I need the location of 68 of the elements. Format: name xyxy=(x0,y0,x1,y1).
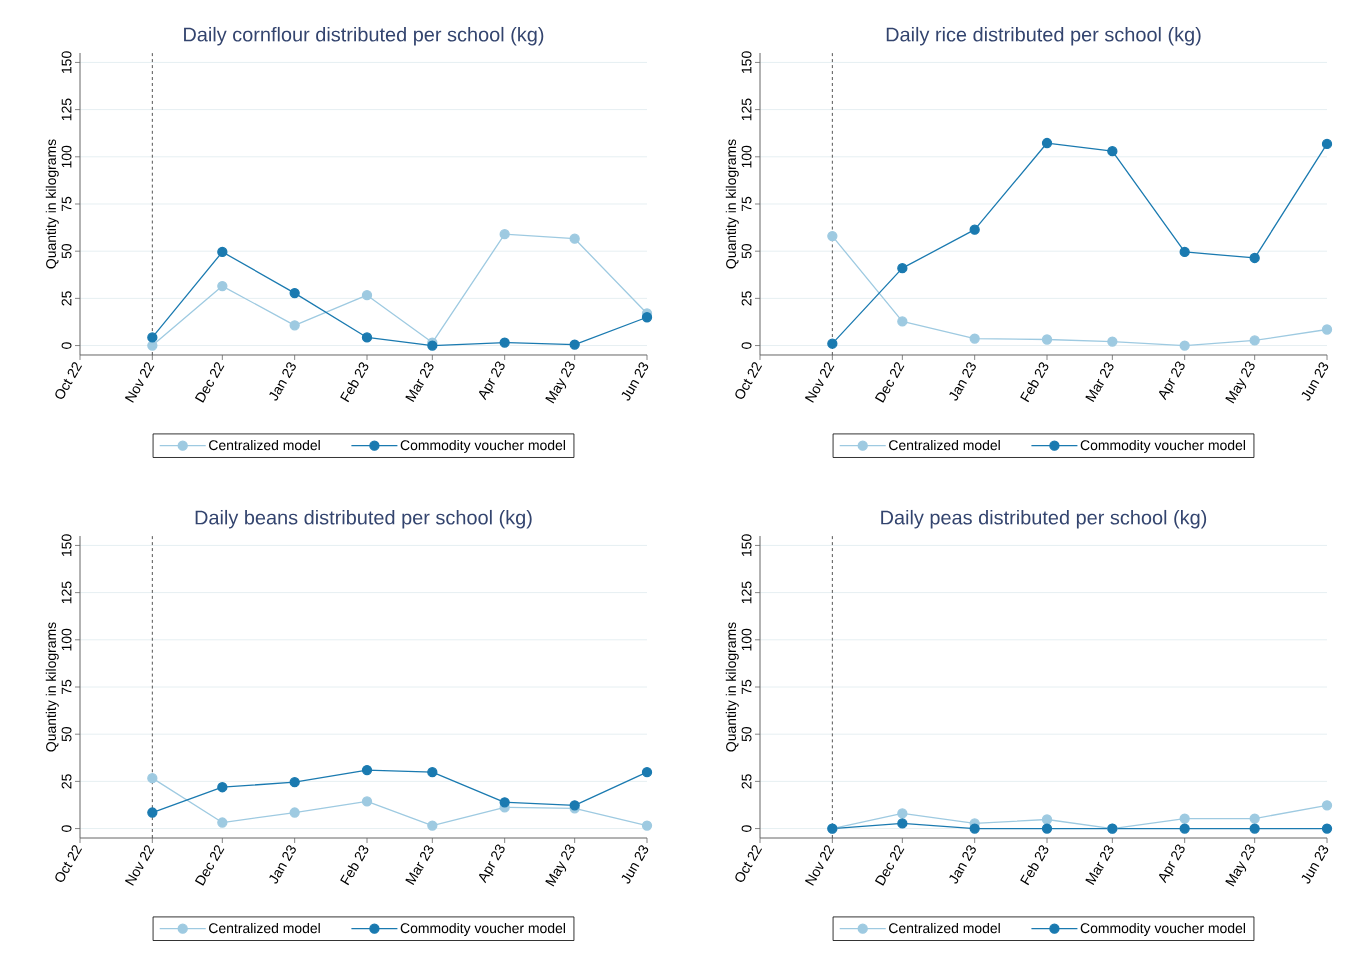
x-tick-label: Mar 23 xyxy=(1085,362,1114,403)
y-tick-label: 125 xyxy=(61,98,72,121)
y-tick-label: 25 xyxy=(61,291,72,306)
y-tick-label: 25 xyxy=(741,774,752,789)
y-tick-label: 100 xyxy=(741,628,752,651)
x-tick-label: Jan 23 xyxy=(269,362,296,401)
y-tick-label: 75 xyxy=(741,679,752,695)
x-tick-label: Jun 23 xyxy=(621,362,649,401)
y-tick-label: 0 xyxy=(61,825,72,832)
legend-label: Commodity voucher model xyxy=(400,439,565,453)
y-axis-title: Quantity in kilograms xyxy=(725,622,739,752)
y-tick-label: 25 xyxy=(741,291,752,306)
y-tick-label: 75 xyxy=(61,679,72,695)
x-tick-label: Apr 23 xyxy=(478,361,505,401)
legend-label: Centralized model xyxy=(889,439,1000,451)
x-tick-label: Apr 23 xyxy=(1158,844,1185,884)
y-tick-label: 0 xyxy=(741,825,752,832)
y-tick-label: 0 xyxy=(741,342,752,349)
y-axis-title: Quantity in kilograms xyxy=(45,139,59,269)
x-tick-label: Feb 23 xyxy=(1020,362,1049,403)
y-tick-label: 125 xyxy=(741,98,752,121)
x-tick-label: Feb 23 xyxy=(340,845,369,886)
y-tick-label: 0 xyxy=(61,342,72,349)
chart-title: Daily cornflour distributed per school (kg) xyxy=(184,26,544,46)
y-axis-title: Quantity in kilograms xyxy=(45,622,59,752)
chart-title: Daily beans distributed per school (kg) xyxy=(195,509,532,529)
y-tick-label: 25 xyxy=(61,774,72,789)
x-tick-label: Jun 23 xyxy=(1301,362,1329,401)
legend-label: Commodity voucher model xyxy=(400,922,565,936)
x-tick-label: Mar 23 xyxy=(1085,845,1114,886)
x-tick-label: Apr 23 xyxy=(1158,361,1185,401)
x-tick-label: Mar 23 xyxy=(405,845,434,886)
x-tick-label: Jun 23 xyxy=(621,845,649,884)
y-tick-label: 50 xyxy=(741,726,752,742)
x-tick-label: Mar 23 xyxy=(405,362,434,403)
x-tick-label: Feb 23 xyxy=(1020,845,1049,886)
y-tick-label: 150 xyxy=(61,534,72,557)
y-tick-label: 125 xyxy=(61,581,72,604)
x-tick-label: Jan 23 xyxy=(949,845,976,884)
x-tick-label: Oct 22 xyxy=(55,845,83,882)
y-tick-label: 125 xyxy=(741,581,752,604)
x-tick-label: Apr 23 xyxy=(478,844,505,884)
chart-title: Daily peas distributed per school (kg) xyxy=(881,509,1207,529)
legend-label: Centralized model xyxy=(889,922,1000,934)
x-tick-label: Oct 22 xyxy=(735,845,763,882)
y-tick-label: 150 xyxy=(741,534,752,557)
y-tick-label: 50 xyxy=(61,243,72,259)
legend-label: Commodity voucher model xyxy=(1080,922,1245,936)
y-tick-label: 150 xyxy=(61,51,72,73)
y-tick-label: 75 xyxy=(61,196,72,212)
x-tick-label: Feb 23 xyxy=(340,362,369,403)
x-tick-label: Jan 23 xyxy=(949,362,976,401)
y-tick-label: 100 xyxy=(61,145,72,168)
y-tick-label: 150 xyxy=(741,51,752,73)
legend-label: Commodity voucher model xyxy=(1080,439,1245,453)
x-tick-label: Oct 22 xyxy=(55,362,83,399)
x-tick-label: Jun 23 xyxy=(1301,845,1329,884)
chart-title: Daily rice distributed per school (kg) xyxy=(886,26,1201,46)
y-tick-label: 50 xyxy=(741,243,752,259)
y-tick-label: 75 xyxy=(741,196,752,212)
y-tick-label: 100 xyxy=(741,145,752,168)
y-tick-label: 100 xyxy=(61,628,72,651)
x-tick-label: Oct 22 xyxy=(735,362,763,399)
y-tick-label: 50 xyxy=(61,726,72,742)
x-tick-label: Jan 23 xyxy=(269,845,296,884)
y-axis-title: Quantity in kilograms xyxy=(725,139,739,269)
legend-label: Centralized model xyxy=(209,439,320,451)
legend-label: Centralized model xyxy=(209,922,320,934)
